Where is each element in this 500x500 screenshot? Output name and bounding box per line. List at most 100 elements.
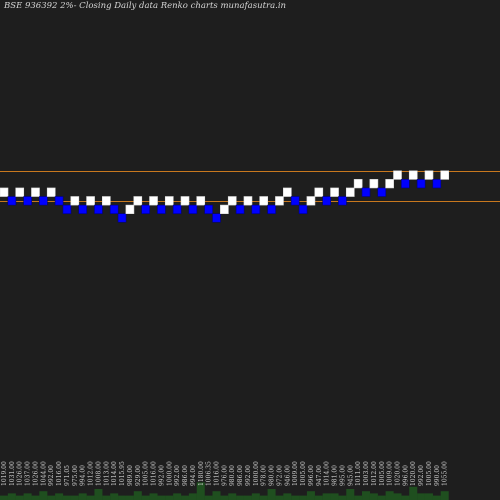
brick-down [322,196,331,206]
volume-bar [188,493,197,500]
volume-bar [330,493,339,500]
x-tick-label: 980.00 [229,465,236,486]
volume-bar [322,493,331,500]
brick-up [86,196,95,206]
x-tick-label: 992.00 [158,465,165,486]
volume-bar [346,489,355,500]
brick-up [220,204,229,214]
x-tick-label: 986.00 [182,465,189,486]
brick-down [377,187,387,197]
x-tick-label: 1016.00 [151,461,158,486]
volume-bar [204,495,213,500]
volume-bar [440,491,449,500]
volume-bar [267,489,276,500]
volume-bar [70,495,79,500]
volume-bar [220,495,229,500]
x-tick-label: 1014.00 [111,461,118,486]
brick-down [54,196,64,206]
brick-down [338,196,347,206]
volume-bar [338,495,347,500]
brick-up [15,187,25,197]
volume-bar [424,493,433,500]
brick-down [401,179,410,189]
volume-bar [94,489,103,500]
brick-down [212,213,221,223]
volume-bar [377,495,386,500]
brick-down [267,204,276,214]
x-tick-label: 995.00 [339,465,346,486]
brick-up [70,196,80,206]
volume-bar [157,495,166,500]
x-tick-label: 996.00 [402,465,409,486]
volume-bar [102,495,111,500]
x-tick-label: 929.00 [135,465,142,486]
volume-bar [362,491,371,500]
x-tick-label: 1020.00 [395,461,402,486]
x-tick-label: 986.00 [237,465,244,486]
brick-down [188,204,198,214]
brick-up [345,187,355,197]
brick-down [78,204,87,214]
brick-down [416,179,426,189]
brick-down [172,204,182,214]
x-tick-label: 1044.00 [40,461,47,486]
brick-up [283,187,292,197]
x-tick-label: 992.00 [174,465,181,486]
x-tick-label: 1000.00 [253,461,260,486]
x-tick-label: 971.05 [64,465,71,486]
volume-bar [125,495,134,500]
brick-up [424,170,434,180]
volume-bar [432,495,441,500]
x-tick-label: 1000.00 [166,461,173,486]
x-tick-label: 1019.00 [1,461,8,486]
brick-up [46,187,56,197]
brick-down [298,204,308,214]
volume-bar [196,482,205,500]
volume-bar [47,495,56,500]
volume-bar [0,495,8,500]
brick-up [369,179,379,189]
volume-bar [291,495,300,500]
brick-down [204,204,213,214]
x-tick-label: 1012.00 [371,461,378,486]
volume-bar [354,495,363,500]
volume-bar [393,493,402,500]
chart-title: BSE 936392 2%- Closing Daily data Renko … [4,1,287,11]
volume-bar [236,495,245,500]
brick-up [306,196,316,206]
x-tick-label: 946.00 [284,465,291,486]
volume-bar [62,495,71,500]
brick-up [393,170,402,180]
volume-bar [306,491,315,500]
volume-bar [78,493,87,500]
x-tick-label: 996.00 [308,465,315,486]
x-tick-label: 1005.00 [379,461,386,486]
volume-bar [299,495,308,500]
brick-down [157,204,166,214]
x-tick-label: 1016.00 [213,461,220,486]
volume-bar [314,495,323,500]
volume-bar [86,495,95,500]
brick-down [235,204,245,214]
brick-up [31,187,40,197]
brick-up [149,196,158,206]
brick-down [290,196,300,206]
volume-bar [417,493,426,500]
volume-bar [23,493,32,500]
x-tick-label: 1037.00 [25,461,32,486]
volume-bar [149,493,158,500]
x-tick-label: 989.00 [127,465,134,486]
brick-down [361,187,371,197]
brick-up [243,196,253,206]
brick-up [180,196,190,206]
x-tick-label: 992.00 [418,465,425,486]
x-tick-labels: 1019.00 1031.00 1026.00 1037.00 1026.00 1044.… [1,461,449,486]
x-tick-label: 972.00 [276,465,283,486]
x-tick-label: 1005.00 [426,461,433,486]
brick-down [109,204,119,214]
x-tick-label: 981.00 [332,465,339,486]
brick-up [259,196,269,206]
x-tick-label: 1026.00 [17,461,24,486]
brick-up [164,196,174,206]
